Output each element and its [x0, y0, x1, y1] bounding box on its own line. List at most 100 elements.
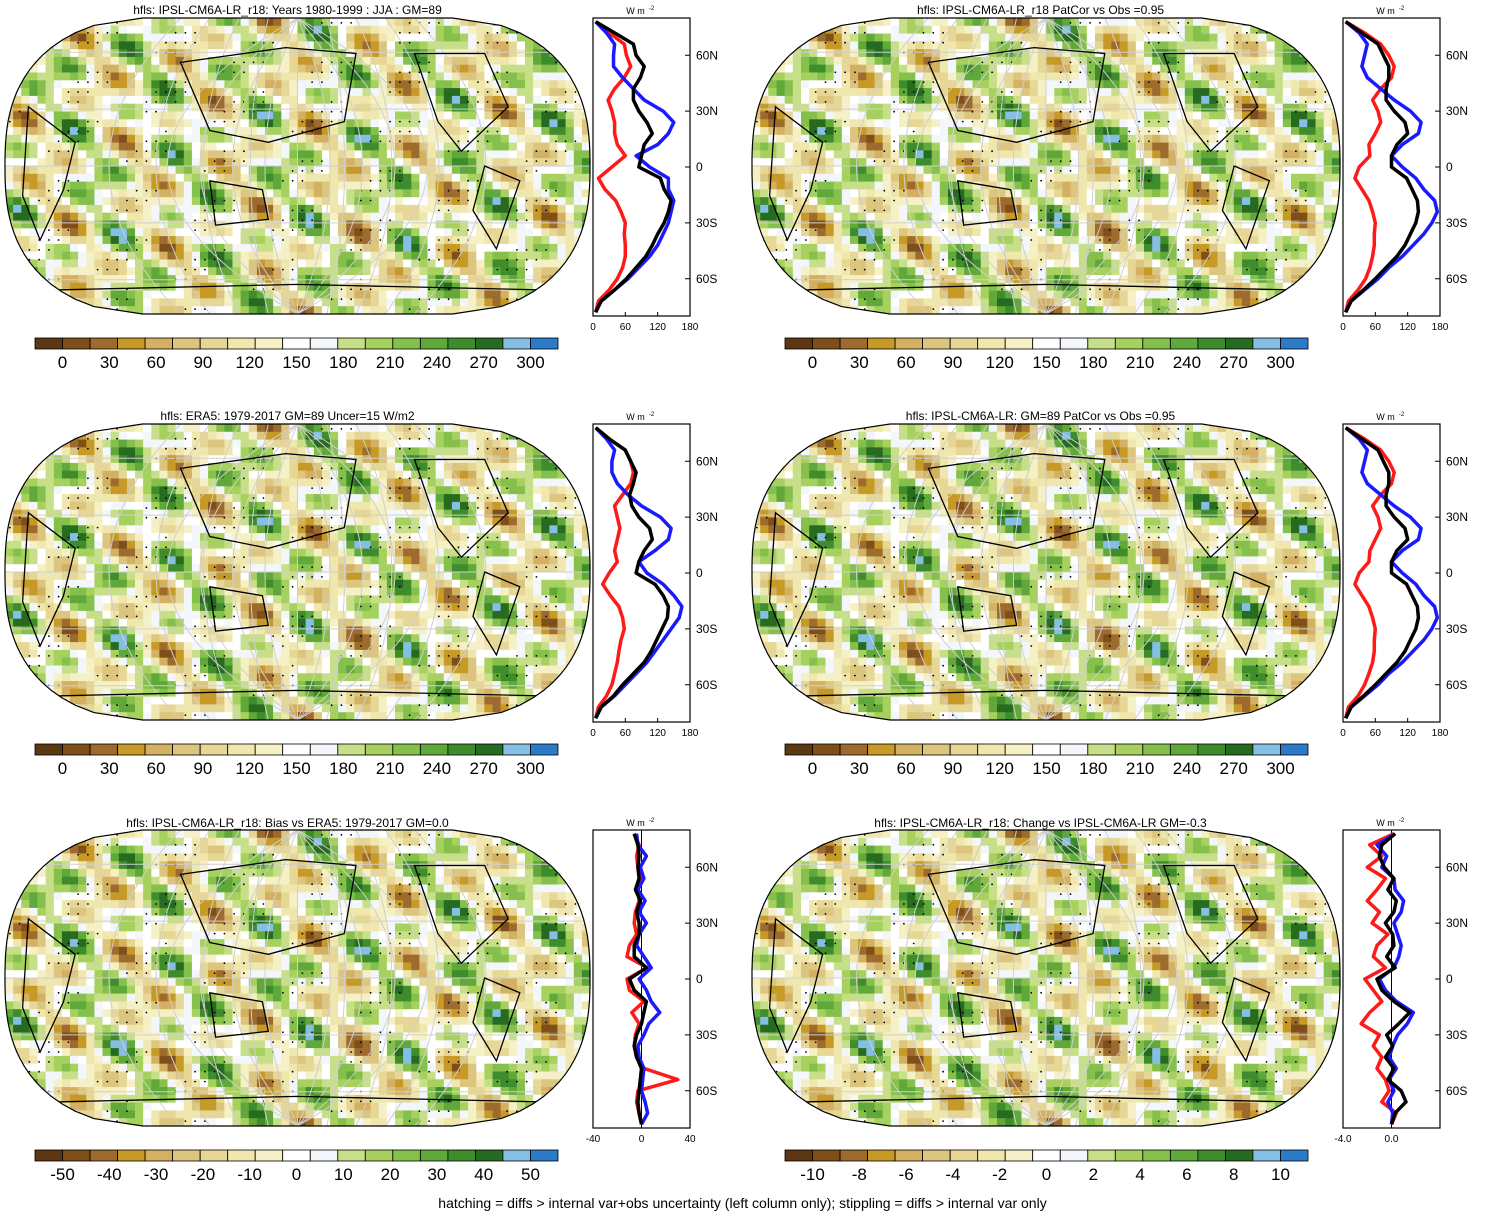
zonal-series-model	[1343, 20, 1396, 313]
colorbar-swatch	[1059, 1149, 1089, 1162]
colorbar-swatch	[62, 337, 91, 350]
map-field	[752, 424, 1340, 720]
coastline	[1221, 977, 1271, 1063]
coastline	[957, 586, 1018, 632]
y-tick-label: 30S	[1446, 216, 1467, 230]
colorbar-tick-label: -10	[237, 1165, 262, 1184]
colorbar-swatch	[977, 1149, 1006, 1162]
y-tick-label: 30N	[1446, 916, 1468, 930]
zonal-unit-label: W m	[1376, 6, 1395, 16]
colorbar-tick-label: 180	[1079, 759, 1107, 778]
colorbar-swatch	[282, 337, 311, 350]
colorbar-tick-label: 180	[1079, 353, 1107, 372]
colorbar-swatch	[447, 337, 476, 350]
colorbar-swatch	[1197, 743, 1226, 756]
colorbar-swatch	[812, 743, 841, 756]
y-tick-label: 60S	[696, 678, 717, 692]
colorbar-tick-label: -50	[50, 1165, 75, 1184]
colorbar-swatch	[172, 743, 201, 756]
colorbar-swatch	[1087, 743, 1116, 756]
colorbar-tick-label: 150	[282, 759, 310, 778]
y-tick-label: 60N	[696, 48, 718, 62]
colorbar-swatch	[812, 1149, 841, 1162]
colorbar-swatch	[34, 337, 63, 350]
zonal-series-obs	[594, 426, 684, 720]
coastline	[1221, 571, 1271, 657]
colorbar-swatch	[1252, 337, 1281, 350]
colorbar-swatch	[530, 743, 559, 756]
colorbar-tick-label: 50	[521, 1165, 540, 1184]
colorbar-tick-label: 30	[100, 759, 119, 778]
colorbar-swatch	[530, 337, 559, 350]
colorbar-swatch	[392, 1149, 421, 1162]
x-tick-label: 120	[649, 728, 666, 739]
colorbar-swatch	[784, 1149, 813, 1162]
y-tick-label: 30S	[696, 1028, 717, 1042]
colorbar-swatch	[89, 743, 118, 756]
zonal-unit-label: W m	[1376, 412, 1395, 422]
colorbar-swatch	[447, 743, 476, 756]
zonal-series-other	[1344, 20, 1421, 314]
colorbar-swatch	[282, 1149, 311, 1162]
colorbar-swatch	[1032, 337, 1061, 350]
colorbar-tick-label: 60	[147, 759, 166, 778]
y-tick-label: 60N	[696, 454, 718, 468]
colorbar-swatch	[949, 337, 979, 350]
map-panel-3	[4, 423, 591, 721]
colorbar-tick-label: -40	[97, 1165, 122, 1184]
y-tick-label: 60N	[1446, 48, 1468, 62]
zonal-series-obs	[594, 20, 676, 314]
colorbar-tick-label: 0	[292, 1165, 301, 1184]
coastline	[787, 689, 1311, 697]
colorbar-swatch	[144, 743, 174, 756]
coastline	[21, 917, 76, 1054]
zonal-unit-label: W m	[626, 818, 645, 828]
colorbar-swatch	[89, 1149, 118, 1162]
colorbar-swatch	[502, 1149, 531, 1162]
map-outline	[751, 17, 1341, 315]
colorbar-tick-label: 150	[282, 353, 310, 372]
colorbar-swatch	[894, 337, 923, 350]
x-tick-label: 180	[682, 322, 699, 333]
colorbar-swatch	[447, 1149, 476, 1162]
x-tick-label: 60	[1370, 322, 1382, 333]
panel-title-5: hfls: IPSL-CM6A-LR_r18: Bias vs ERA5: 19…	[126, 816, 449, 830]
colorbar-swatch	[1280, 743, 1309, 756]
zonal-series-other	[627, 833, 649, 1125]
zonal-series-other	[1344, 426, 1421, 720]
colorbar-swatch	[337, 1149, 366, 1162]
panel-title-6: hfls: IPSL-CM6A-LR_r18: Change vs IPSL-C…	[874, 816, 1207, 830]
colorbar-4: 0 30 60 90 120 150 180 210 240 270 300	[784, 743, 1309, 778]
colorbar-tick-label: 270	[470, 353, 498, 372]
y-tick-label: 0	[1446, 566, 1453, 580]
colorbar-swatch	[1170, 337, 1199, 350]
map-panel-1	[4, 17, 591, 315]
y-tick-label: 60S	[1446, 272, 1467, 286]
coastline	[21, 511, 76, 648]
colorbar-swatch	[839, 337, 868, 350]
colorbar-tick-label: 240	[423, 353, 451, 372]
y-tick-label: 30N	[696, 104, 718, 118]
colorbar-swatch	[254, 1149, 284, 1162]
coastline	[413, 864, 509, 965]
colorbar-swatch	[1087, 1149, 1116, 1162]
colorbar-tick-label: 60	[897, 353, 916, 372]
colorbar-swatch	[1280, 337, 1309, 350]
colorbar-swatch	[502, 743, 531, 756]
colorbar-swatch	[172, 1149, 201, 1162]
coastline	[413, 458, 509, 559]
colorbar-tick-label: 180	[329, 759, 357, 778]
zonal-mean-panel-3: W m -2 60N 30N 0 30S 60S 0 60 120 180	[590, 412, 718, 739]
y-tick-label: 0	[1446, 972, 1453, 986]
colorbar-swatch	[1170, 1149, 1199, 1162]
y-tick-label: 30S	[1446, 1028, 1467, 1042]
colorbar-tick-label: 300	[1266, 353, 1294, 372]
colorbar-tick-label: 120	[236, 353, 264, 372]
colorbar-tick-label: 60	[897, 759, 916, 778]
colorbar-swatch	[34, 743, 63, 756]
coastline	[927, 452, 1106, 549]
colorbar-tick-label: 30	[850, 353, 869, 372]
colorbar-swatch	[34, 1149, 63, 1162]
coastline	[209, 992, 270, 1038]
